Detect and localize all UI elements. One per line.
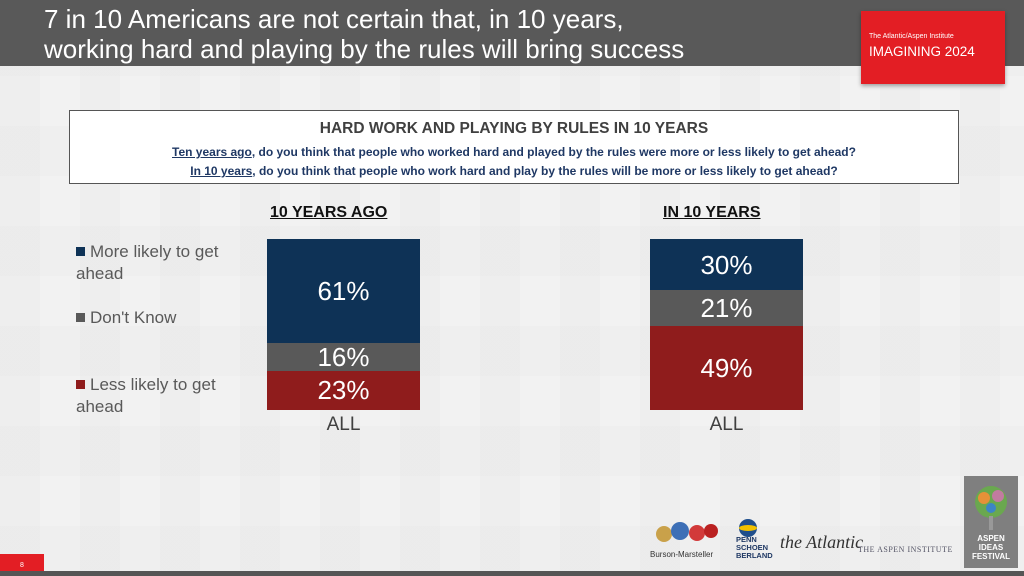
page-title: 7 in 10 Americans are not certain that, … <box>44 4 685 64</box>
burson-marsteller-text: Burson-Marsteller <box>650 550 714 559</box>
tree-icon <box>975 486 1007 530</box>
legend-item-dont-know: Don't Know <box>76 307 176 329</box>
question-title: HARD WORK AND PLAYING BY RULES IN 10 YEA… <box>319 120 709 137</box>
psb-text: PENN SCHOEN BERLAND <box>736 535 773 560</box>
badge-subtitle: The Atlantic/Aspen Institute <box>869 33 954 40</box>
aspen-institute-logo: THE ASPEN INSTITUTE <box>858 545 953 554</box>
sponsor-logos: Burson-Marsteller PENN SCHOEN BERLAND th… <box>650 518 960 568</box>
question-line-1-lead: Ten years ago <box>172 145 252 159</box>
data-label: 16% <box>317 341 370 372</box>
question-line-2-lead: In 10 years <box>190 164 253 178</box>
the-atlantic-logo: the Atlantic <box>780 532 864 552</box>
penn-schoen-berland-logo <box>734 518 784 568</box>
panel-heading-in-10-years: IN 10 YEARS <box>663 204 761 221</box>
panel-heading-10-years-ago: 10 YEARS AGO <box>270 204 388 221</box>
question-line-1: Ten years ago, do you think that people … <box>70 145 958 159</box>
bar-segment-don-t-know <box>650 290 803 327</box>
legend-label: Less likely to get ahead <box>76 375 216 416</box>
data-label: 23% <box>317 375 370 406</box>
bar-segment-don-t-know <box>267 343 420 371</box>
stacked-bar-in-10-years: 30% 21% 49% <box>650 239 803 410</box>
data-label: 49% <box>700 353 753 384</box>
data-label: 21% <box>700 293 753 324</box>
badge-title: IMAGINING 2024 <box>869 44 975 59</box>
stacked-bar-10-years-ago: 61% 16% 23% <box>267 239 420 410</box>
legend-label: Don't Know <box>90 308 177 327</box>
burson-marsteller-icon <box>656 522 718 542</box>
bar-segment-more-likely-to-get-ahead <box>267 239 420 344</box>
category-label: ALL <box>326 414 361 435</box>
aspen-ideas-festival-logo: ASPEN IDEAS FESTIVAL <box>964 476 1018 568</box>
imagining-2024-badge: The Atlantic/Aspen Institute IMAGINING 2… <box>861 11 1005 84</box>
legend-swatch <box>76 313 85 322</box>
category-label: ALL <box>709 414 744 435</box>
legend-swatch <box>76 380 85 389</box>
legend-item-less-likely: Less likely to get ahead <box>76 374 216 418</box>
legend-item-more-likely: More likely to get ahead <box>76 241 219 285</box>
bar-segment-more-likely-to-get-ahead <box>650 239 803 291</box>
question-box: HARD WORK AND PLAYING BY RULES IN 10 YEA… <box>69 110 959 184</box>
bottom-rule <box>0 571 1024 576</box>
header-bar: 7 in 10 Americans are not certain that, … <box>0 0 1024 66</box>
legend-label: More likely to get ahead <box>76 242 219 283</box>
data-label: 30% <box>700 249 753 280</box>
bar-segment-less-likely-to-get-ahead <box>650 326 803 410</box>
ideas-festival-text: ASPEN IDEAS FESTIVAL <box>971 534 1011 561</box>
data-label: 61% <box>317 276 370 307</box>
legend-swatch <box>76 247 85 256</box>
page-number-text: 8 <box>20 562 24 569</box>
question-line-2: In 10 years, do you think that people wh… <box>70 164 958 178</box>
question-line-1-rest: , do you think that people who worked ha… <box>251 145 856 159</box>
question-line-2-rest: , do you think that people who work hard… <box>252 164 838 178</box>
psb-globe-icon <box>739 519 757 537</box>
burson-marsteller-logo: Burson-Marsteller <box>650 518 725 564</box>
page-number: 8 <box>0 554 44 576</box>
bar-segment-less-likely-to-get-ahead <box>267 370 420 410</box>
